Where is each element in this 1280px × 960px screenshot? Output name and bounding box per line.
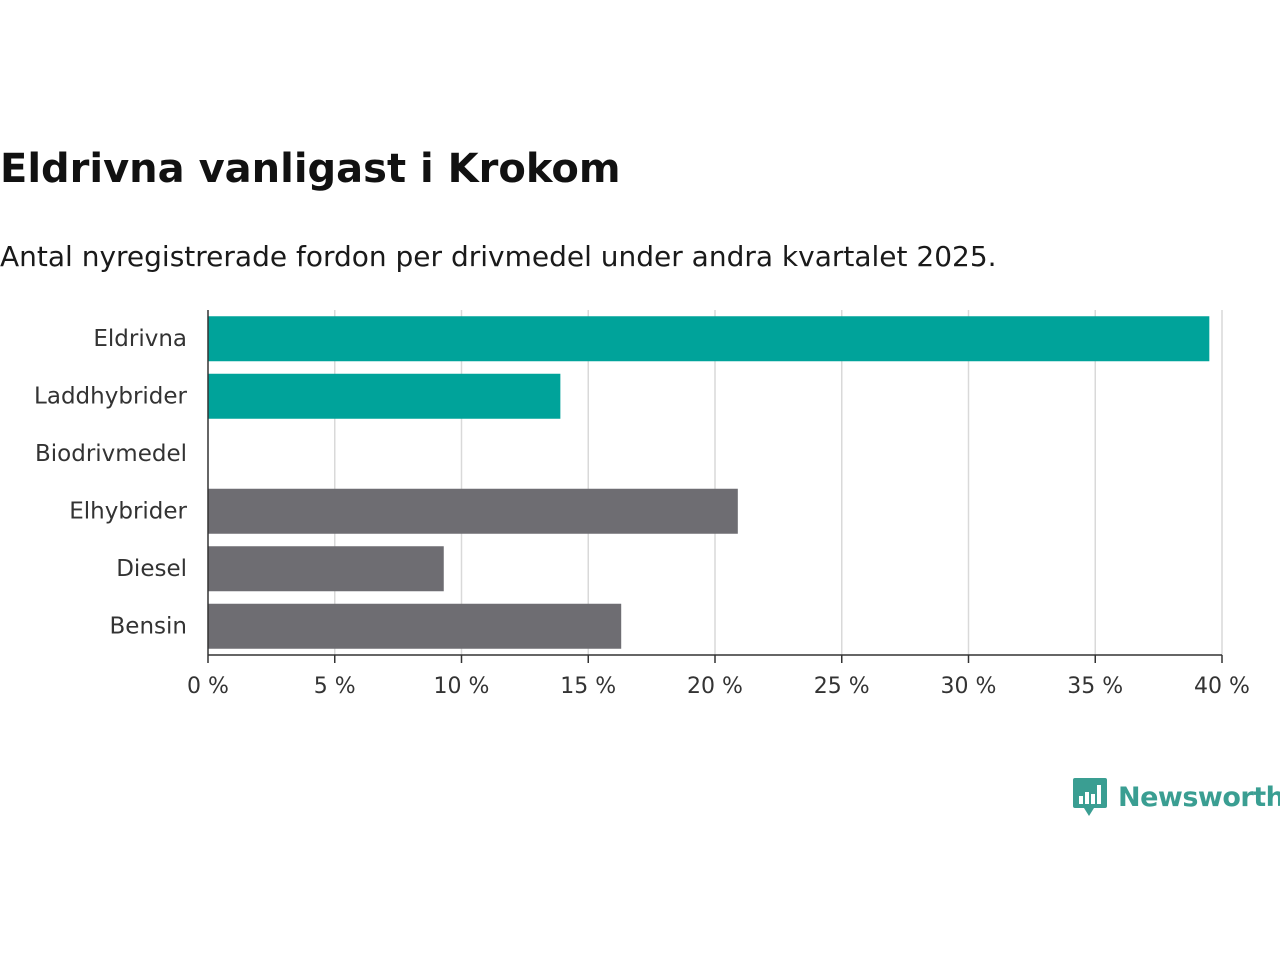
category-label: Laddhybrider [34,383,187,409]
x-tick-label: 40 % [1194,674,1250,699]
category-label: Eldrivna [93,326,187,352]
bar-eldrivna [208,316,1210,362]
category-label: Elhybrider [69,498,187,524]
brand-name: Newsworthy [1118,781,1280,813]
x-tick-label: 5 % [314,674,356,699]
bars [208,316,1210,649]
bar-laddhybrider [208,373,561,419]
category-labels: Eldrivna Laddhybrider Biodrivmedel Elhybrid… [34,326,187,640]
grid-lines [334,310,1223,655]
bar-diesel [208,546,444,592]
x-tick-label: 15 % [560,674,616,699]
x-tick-label: 0 % [187,674,229,699]
x-axis: 0 % 5 % 10 % 15 % 20 % 25 % 30 % 35 % 40 % [187,310,1250,699]
newsworthy-logo-icon [1073,778,1107,816]
newsworthy-logo: Newsworthy [1072,776,1280,818]
chart-subtitle: Antal nyregistrerade fordon per drivmede… [0,240,997,273]
category-label: Diesel [116,556,187,582]
bar-chart: Eldrivna Laddhybrider Biodrivmedel Elhybrid… [34,310,1250,699]
x-tick-label: 25 % [814,674,870,699]
chart-title: Eldrivna vanligast i Krokom [0,146,621,192]
x-tick-label: 30 % [941,674,997,699]
x-tick-label: 20 % [687,674,743,699]
category-label: Bensin [110,613,187,639]
x-tick-label: 35 % [1067,674,1123,699]
x-tick-label: 10 % [434,674,490,699]
category-label: Biodrivmedel [35,441,187,467]
bar-elhybrider [208,488,738,534]
bar-bensin [208,603,622,649]
